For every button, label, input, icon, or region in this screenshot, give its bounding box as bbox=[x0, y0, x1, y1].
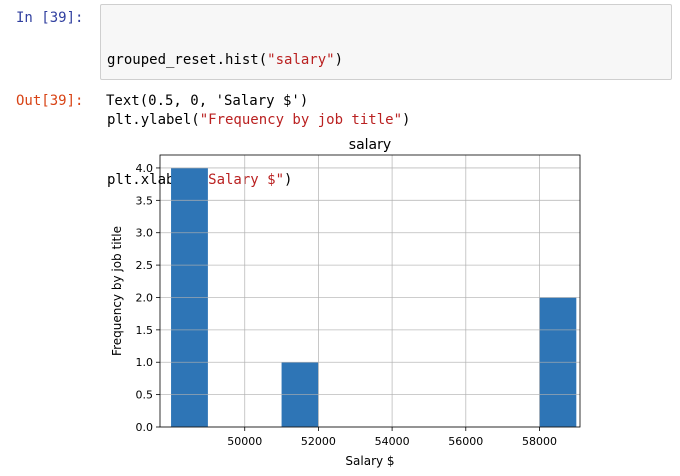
x-tick-label: 56000 bbox=[448, 435, 483, 448]
y-tick-label: 0.5 bbox=[136, 389, 154, 402]
x-axis-label: Salary $ bbox=[345, 454, 394, 468]
x-tick-label: 52000 bbox=[301, 435, 336, 448]
y-tick-label: 2.5 bbox=[136, 259, 154, 272]
output-prompt: Out[39]: bbox=[16, 93, 84, 109]
y-tick-label: 4.0 bbox=[136, 162, 154, 175]
input-prompt: In [39]: bbox=[16, 10, 84, 26]
code-cell[interactable]: grouped_reset.hist("salary") plt.ylabel(… bbox=[100, 4, 672, 188]
code-line: grouped_reset.hist("salary") bbox=[107, 50, 665, 70]
output-text: Text(0.5, 0, 'Salary $') bbox=[106, 93, 309, 109]
code-text: ) bbox=[284, 172, 293, 188]
code-string: "salary" bbox=[267, 52, 335, 68]
y-tick-label: 0.0 bbox=[136, 421, 154, 434]
x-tick-label: 50000 bbox=[227, 435, 262, 448]
code-line: plt.ylabel("Frequency by job title") bbox=[107, 110, 665, 130]
histogram-chart: 50000 52000 54000 56000 58000 0.0 0.5 1.0 1.5 2.0… bbox=[110, 137, 581, 468]
code-string: "Frequency by job title" bbox=[199, 112, 403, 128]
code-text: ) bbox=[402, 112, 411, 128]
y-tick-label: 2.0 bbox=[136, 291, 154, 304]
x-tick-label: 54000 bbox=[375, 435, 410, 448]
code-text: plt.ylabel( bbox=[107, 112, 200, 128]
chart-title: salary bbox=[349, 137, 391, 153]
y-tick-label: 3.5 bbox=[136, 194, 154, 207]
y-tick-label: 1.0 bbox=[136, 356, 154, 369]
x-tick-label: 58000 bbox=[522, 435, 557, 448]
code-text: ) bbox=[334, 52, 344, 68]
y-tick-label: 1.5 bbox=[136, 324, 154, 337]
y-axis-label: Frequency by job title bbox=[110, 226, 124, 356]
code-text: grouped_reset.hist( bbox=[107, 52, 268, 68]
y-tick-label: 3.0 bbox=[136, 227, 154, 240]
plot-frame bbox=[159, 154, 581, 428]
code-string: "Salary $" bbox=[199, 172, 285, 188]
